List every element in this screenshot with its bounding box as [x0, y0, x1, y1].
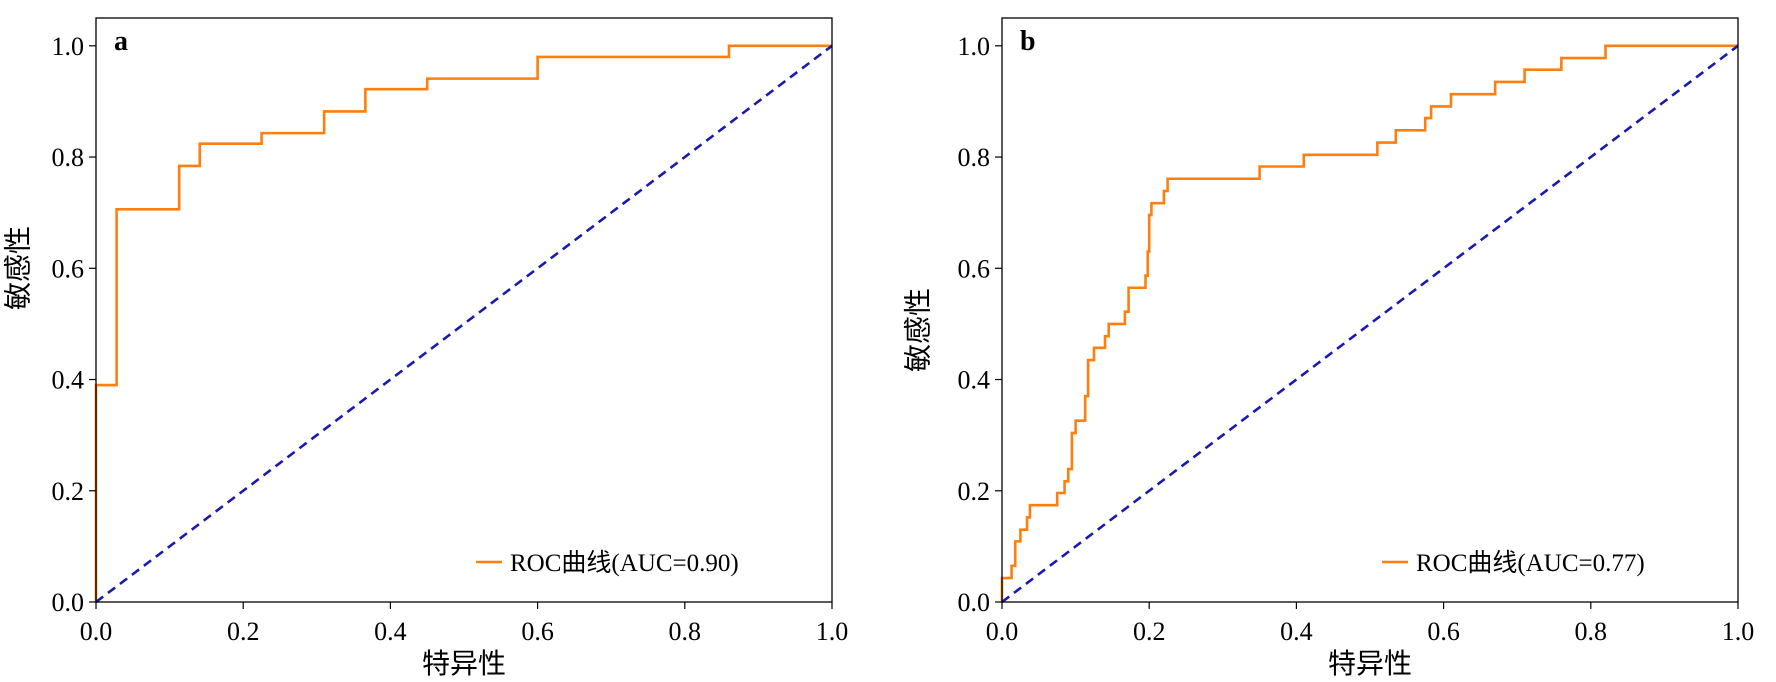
- x-tick-label: 0.2: [1133, 617, 1166, 646]
- chart-panel-b: 0.0 0.2 0.4 0.6 0.8 1.0 0.0 0.2 0.4 0.6 0.8 1.0 特异性 敏…: [902, 17, 1755, 680]
- y-tick-label: 0.0: [958, 588, 991, 617]
- x-tick-label: 0.8: [669, 617, 702, 646]
- chance-diagonal-line: [95, 44, 833, 604]
- y-tick-label: 0.6: [958, 254, 991, 283]
- y-axis-label: 敏感性: [902, 288, 935, 372]
- x-tick-label: 0.8: [1575, 617, 1608, 646]
- chance-diagonal-line: [1001, 44, 1739, 604]
- y-tick-label: 0.8: [52, 143, 85, 172]
- x-axis-label: 特异性: [422, 647, 506, 680]
- x-tick-label: 1.0: [1722, 617, 1755, 646]
- x-tick-label: 0.6: [521, 617, 554, 646]
- x-axis-label: 特异性: [1328, 647, 1412, 680]
- y-tick-label: 0.4: [52, 366, 85, 395]
- y-tick-label: 0.2: [52, 477, 85, 506]
- roc-curve-line: [1000, 44, 1738, 602]
- roc-curve-line: [94, 44, 832, 602]
- y-axis-label: 敏感性: [2, 226, 35, 310]
- y-tick-label: 0.4: [958, 366, 991, 395]
- y-tick-label: 0.8: [958, 143, 991, 172]
- x-tick-label: 0.6: [1427, 617, 1460, 646]
- y-tick-label: 1.0: [958, 32, 991, 61]
- x-tick-label: 1.0: [816, 617, 849, 646]
- chart-panel-a: 0.0 0.2 0.4 0.6 0.8 1.0 0.0 0.2 0.4 0.6 0.8 1.0 特异性 敏…: [2, 17, 849, 680]
- plot-frame: [95, 17, 833, 603]
- y-tick-label: 0.2: [958, 477, 991, 506]
- x-tick-label: 0.4: [1280, 617, 1313, 646]
- plot-frame: [1001, 17, 1739, 603]
- panel-letter: b: [1020, 26, 1036, 57]
- panel-letter: a: [114, 26, 128, 57]
- x-tick-label: 0.2: [227, 617, 260, 646]
- y-tick-label: 1.0: [52, 32, 85, 61]
- y-tick-label: 0.6: [52, 254, 85, 283]
- x-tick-label: 0.4: [374, 617, 407, 646]
- y-tick-label: 0.0: [52, 588, 85, 617]
- x-tick-label: 0.0: [986, 617, 1019, 646]
- x-tick-label: 0.0: [80, 617, 113, 646]
- legend-label: ROC曲线(AUC=0.77): [1416, 549, 1645, 577]
- legend-label: ROC曲线(AUC=0.90): [510, 549, 739, 577]
